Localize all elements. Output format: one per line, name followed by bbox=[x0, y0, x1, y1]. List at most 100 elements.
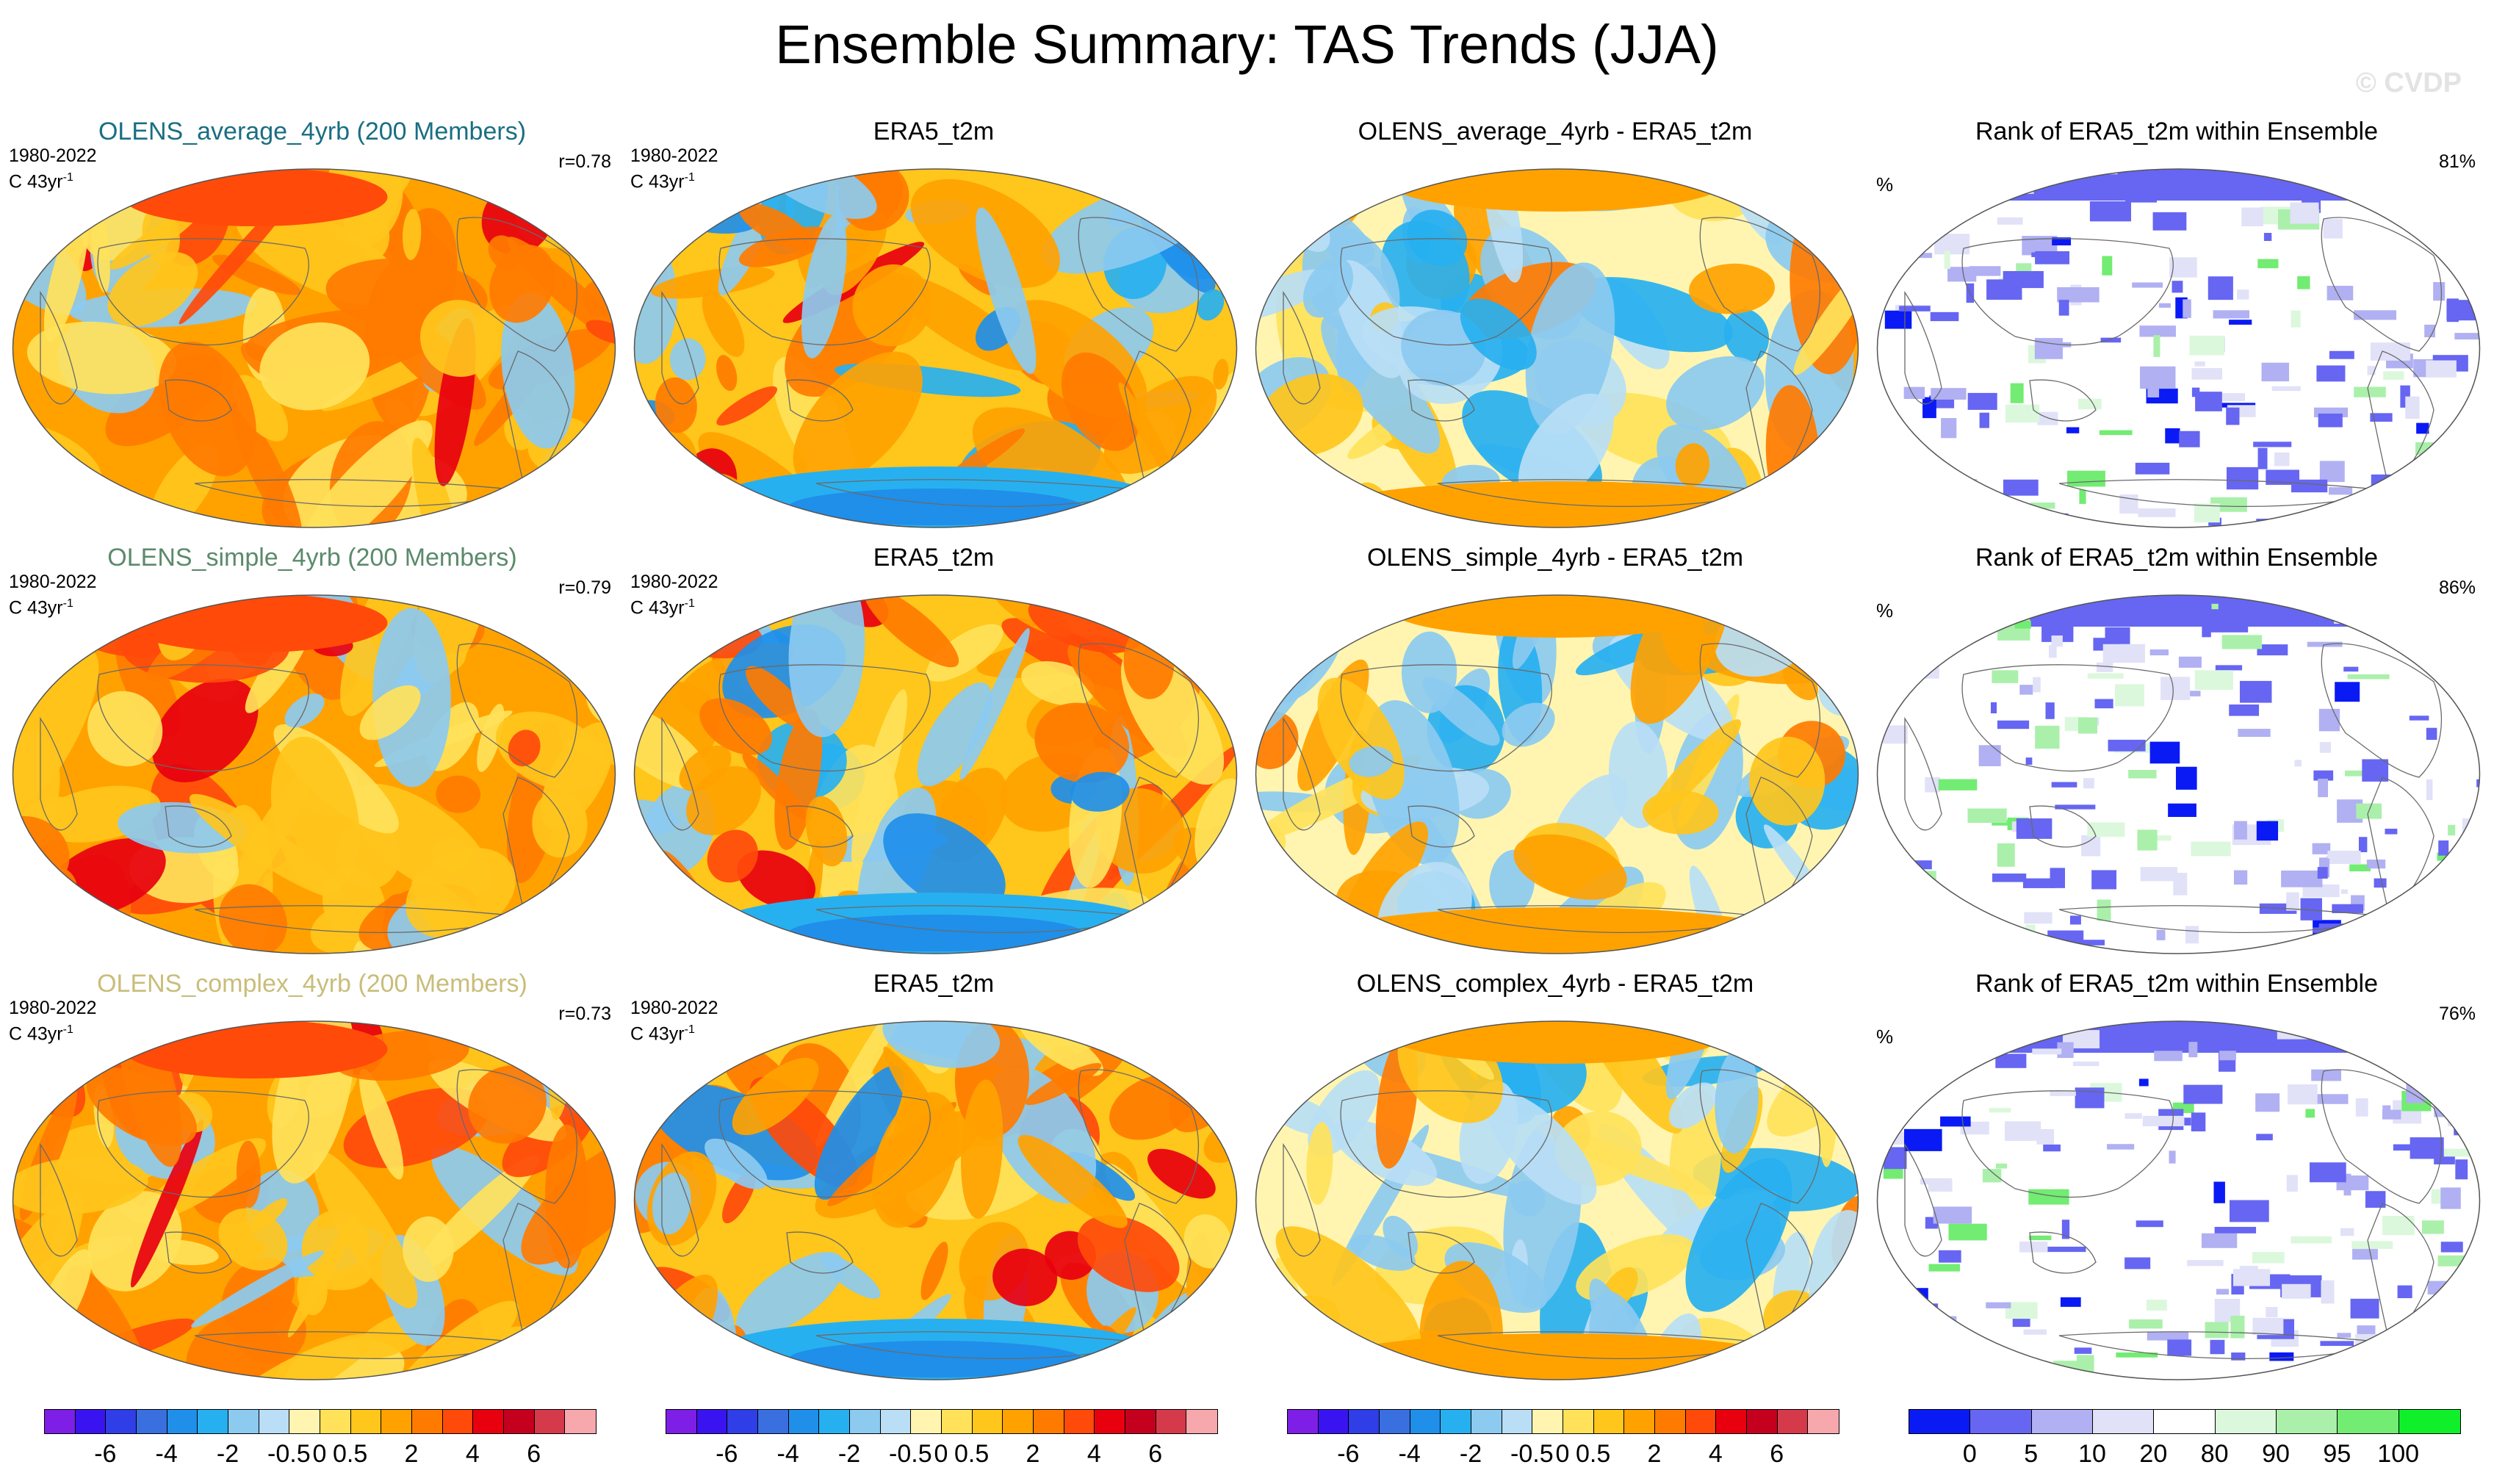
trend-colorbar-2: -6 -4 -2 -0.5 0 0.5 2 4 6 bbox=[666, 1409, 1218, 1475]
robinson-map-svg bbox=[1255, 594, 1859, 954]
colorbar-swatch bbox=[381, 1410, 412, 1433]
colorbar-tick-label: -4 bbox=[1398, 1440, 1421, 1468]
units-base: C 43yr bbox=[9, 1023, 63, 1045]
colorbar-tick-label: 2 bbox=[404, 1440, 419, 1468]
colorbar-tick-label: 6 bbox=[1770, 1440, 1784, 1468]
rank-unit-label: % bbox=[1876, 1026, 1894, 1048]
colorbar-swatch bbox=[1654, 1410, 1686, 1433]
colorbar-tick-label: 90 bbox=[2262, 1440, 2290, 1468]
colorbar-tick-label: 6 bbox=[527, 1440, 541, 1468]
colorbar-swatch bbox=[1502, 1410, 1533, 1433]
obs-map bbox=[632, 168, 1239, 529]
colorbar-swatch bbox=[1746, 1410, 1778, 1433]
colorbar-swatch bbox=[473, 1410, 504, 1433]
robinson-map-svg bbox=[1255, 168, 1859, 528]
rank-panel-title: Rank of ERA5_t2m within Ensemble bbox=[1975, 970, 2379, 998]
colorbar-tick-label: -4 bbox=[776, 1440, 799, 1468]
colorbar-swatch bbox=[1970, 1410, 2032, 1433]
colorbar-tick-label: 4 bbox=[1708, 1440, 1723, 1468]
colorbar-swatch bbox=[45, 1410, 76, 1433]
colorbar-swatch bbox=[167, 1410, 198, 1433]
rank-map bbox=[1875, 594, 2482, 955]
colorbar-swatch bbox=[503, 1410, 535, 1433]
panel-diff-row3: OLENS_complex_4yrb - ERA5_t2m bbox=[1250, 970, 1860, 1381]
obs-map bbox=[632, 594, 1239, 955]
diff-map bbox=[1254, 168, 1860, 529]
colorbar-swatch bbox=[2276, 1410, 2338, 1433]
colorbar-tick-label: 0.5 bbox=[333, 1440, 368, 1468]
colorbar-swatch bbox=[1095, 1410, 1125, 1433]
colorbar-tick-label: 0 bbox=[934, 1440, 948, 1468]
colorbar-tick-label: -0.5 bbox=[1510, 1440, 1554, 1468]
obs-panel-title: ERA5_t2m bbox=[873, 544, 995, 572]
robinson-map-svg bbox=[633, 1020, 1238, 1380]
units-base: C 43yr bbox=[9, 597, 63, 619]
rank-unit-label: % bbox=[1876, 599, 1894, 622]
colorbar-tick-label: 6 bbox=[1148, 1440, 1163, 1468]
rank-map bbox=[1875, 1020, 2482, 1381]
colorbar-swatch bbox=[1471, 1410, 1502, 1433]
colorbar-swatch bbox=[880, 1410, 912, 1433]
colorbar-swatch bbox=[1064, 1410, 1095, 1433]
panel-diff-row2: OLENS_simple_4yrb - ERA5_t2m bbox=[1250, 544, 1860, 955]
colorbar-swatch bbox=[1003, 1410, 1034, 1433]
cvdp-watermark: © CVDP bbox=[2355, 68, 2462, 98]
colorbar-tick-label: 4 bbox=[1086, 1440, 1101, 1468]
panel-period-label: 1980-2022 C 43yr-1 bbox=[9, 572, 97, 619]
colorbar-tick-label: -4 bbox=[155, 1440, 178, 1468]
figure-title: Ensemble Summary: TAS Trends (JJA) bbox=[775, 14, 1719, 75]
units-base: C 43yr bbox=[9, 171, 63, 192]
colorbar-tick-label: -0.5 bbox=[267, 1440, 311, 1468]
colorbar-tick-label: 0 bbox=[1962, 1440, 1977, 1468]
panel-diff-row1: OLENS_average_4yrb - ERA5_t2m bbox=[1250, 118, 1860, 529]
colorbar-swatch bbox=[1125, 1410, 1156, 1433]
colorbar-swatch bbox=[198, 1410, 228, 1433]
obs-map bbox=[632, 1020, 1239, 1381]
colorbar-tick-label: -2 bbox=[1459, 1440, 1482, 1468]
rank-map bbox=[1875, 168, 2482, 529]
colorbar-boxes bbox=[1909, 1409, 2461, 1434]
rank-percent: 76% bbox=[2438, 1004, 2476, 1024]
colorbar-tick-label: 5 bbox=[2024, 1440, 2039, 1468]
robinson-map-svg bbox=[12, 594, 616, 954]
diff-map bbox=[1254, 1020, 1860, 1381]
obs-panel-title: ERA5_t2m bbox=[873, 970, 995, 998]
colorbar-tick-label: 2 bbox=[1647, 1440, 1662, 1468]
colorbar-swatch bbox=[442, 1410, 474, 1433]
colorbar-swatch bbox=[1716, 1410, 1747, 1433]
colorbar-swatch bbox=[2215, 1410, 2277, 1433]
units-exponent: -1 bbox=[684, 171, 695, 184]
colorbar-swatch bbox=[1624, 1410, 1655, 1433]
pattern-correlation: r=0.79 bbox=[558, 577, 611, 598]
colorbar-swatch bbox=[941, 1410, 973, 1433]
model-panel-title: OLENS_complex_4yrb (200 Members) bbox=[97, 970, 527, 998]
robinson-map-svg bbox=[1876, 1020, 2481, 1380]
panel-period-label: 1980-2022 C 43yr-1 bbox=[9, 998, 97, 1045]
units-base: C 43yr bbox=[630, 597, 685, 619]
colorbar-swatch bbox=[136, 1410, 167, 1433]
panel-rank-row2: Rank of ERA5_t2m within Ensemble% 86% bbox=[1872, 544, 2482, 955]
colorbar-swatch bbox=[565, 1410, 596, 1433]
colorbar-swatch bbox=[1349, 1410, 1380, 1433]
colorbar-tick-label: -0.5 bbox=[889, 1440, 932, 1468]
robinson-map-svg bbox=[12, 1020, 616, 1380]
colorbar-swatch bbox=[228, 1410, 259, 1433]
colorbar-swatch bbox=[1777, 1410, 1809, 1433]
trend-colorbar-1: -6 -4 -2 -0.5 0 0.5 2 4 6 bbox=[44, 1409, 597, 1475]
colorbar-tick-label: -2 bbox=[837, 1440, 861, 1468]
colorbar-tick-label: -2 bbox=[216, 1440, 239, 1468]
colorbar-tick-label: 20 bbox=[2139, 1440, 2168, 1468]
colorbar-swatch bbox=[911, 1410, 942, 1433]
colorbar-swatch bbox=[1563, 1410, 1594, 1433]
rank-panel-title: Rank of ERA5_t2m within Ensemble bbox=[1975, 544, 2379, 572]
colorbar-swatch bbox=[2154, 1410, 2216, 1433]
panel-model-row3: OLENS_complex_4yrb (200 Members) 1980-202… bbox=[7, 970, 617, 1381]
units-exponent: -1 bbox=[62, 1023, 73, 1036]
panel-obs-row1: ERA5_t2m 1980-2022 C 43yr-1 bbox=[629, 118, 1239, 529]
pattern-correlation: r=0.73 bbox=[558, 1004, 611, 1024]
period-text: 1980-2022 bbox=[630, 998, 718, 1018]
trend-colorbar-3: -6 -4 -2 -0.5 0 0.5 2 4 6 bbox=[1287, 1409, 1839, 1475]
colorbar-swatch bbox=[1318, 1410, 1349, 1433]
colorbar-swatch bbox=[534, 1410, 566, 1433]
colorbar-swatch bbox=[696, 1410, 728, 1433]
